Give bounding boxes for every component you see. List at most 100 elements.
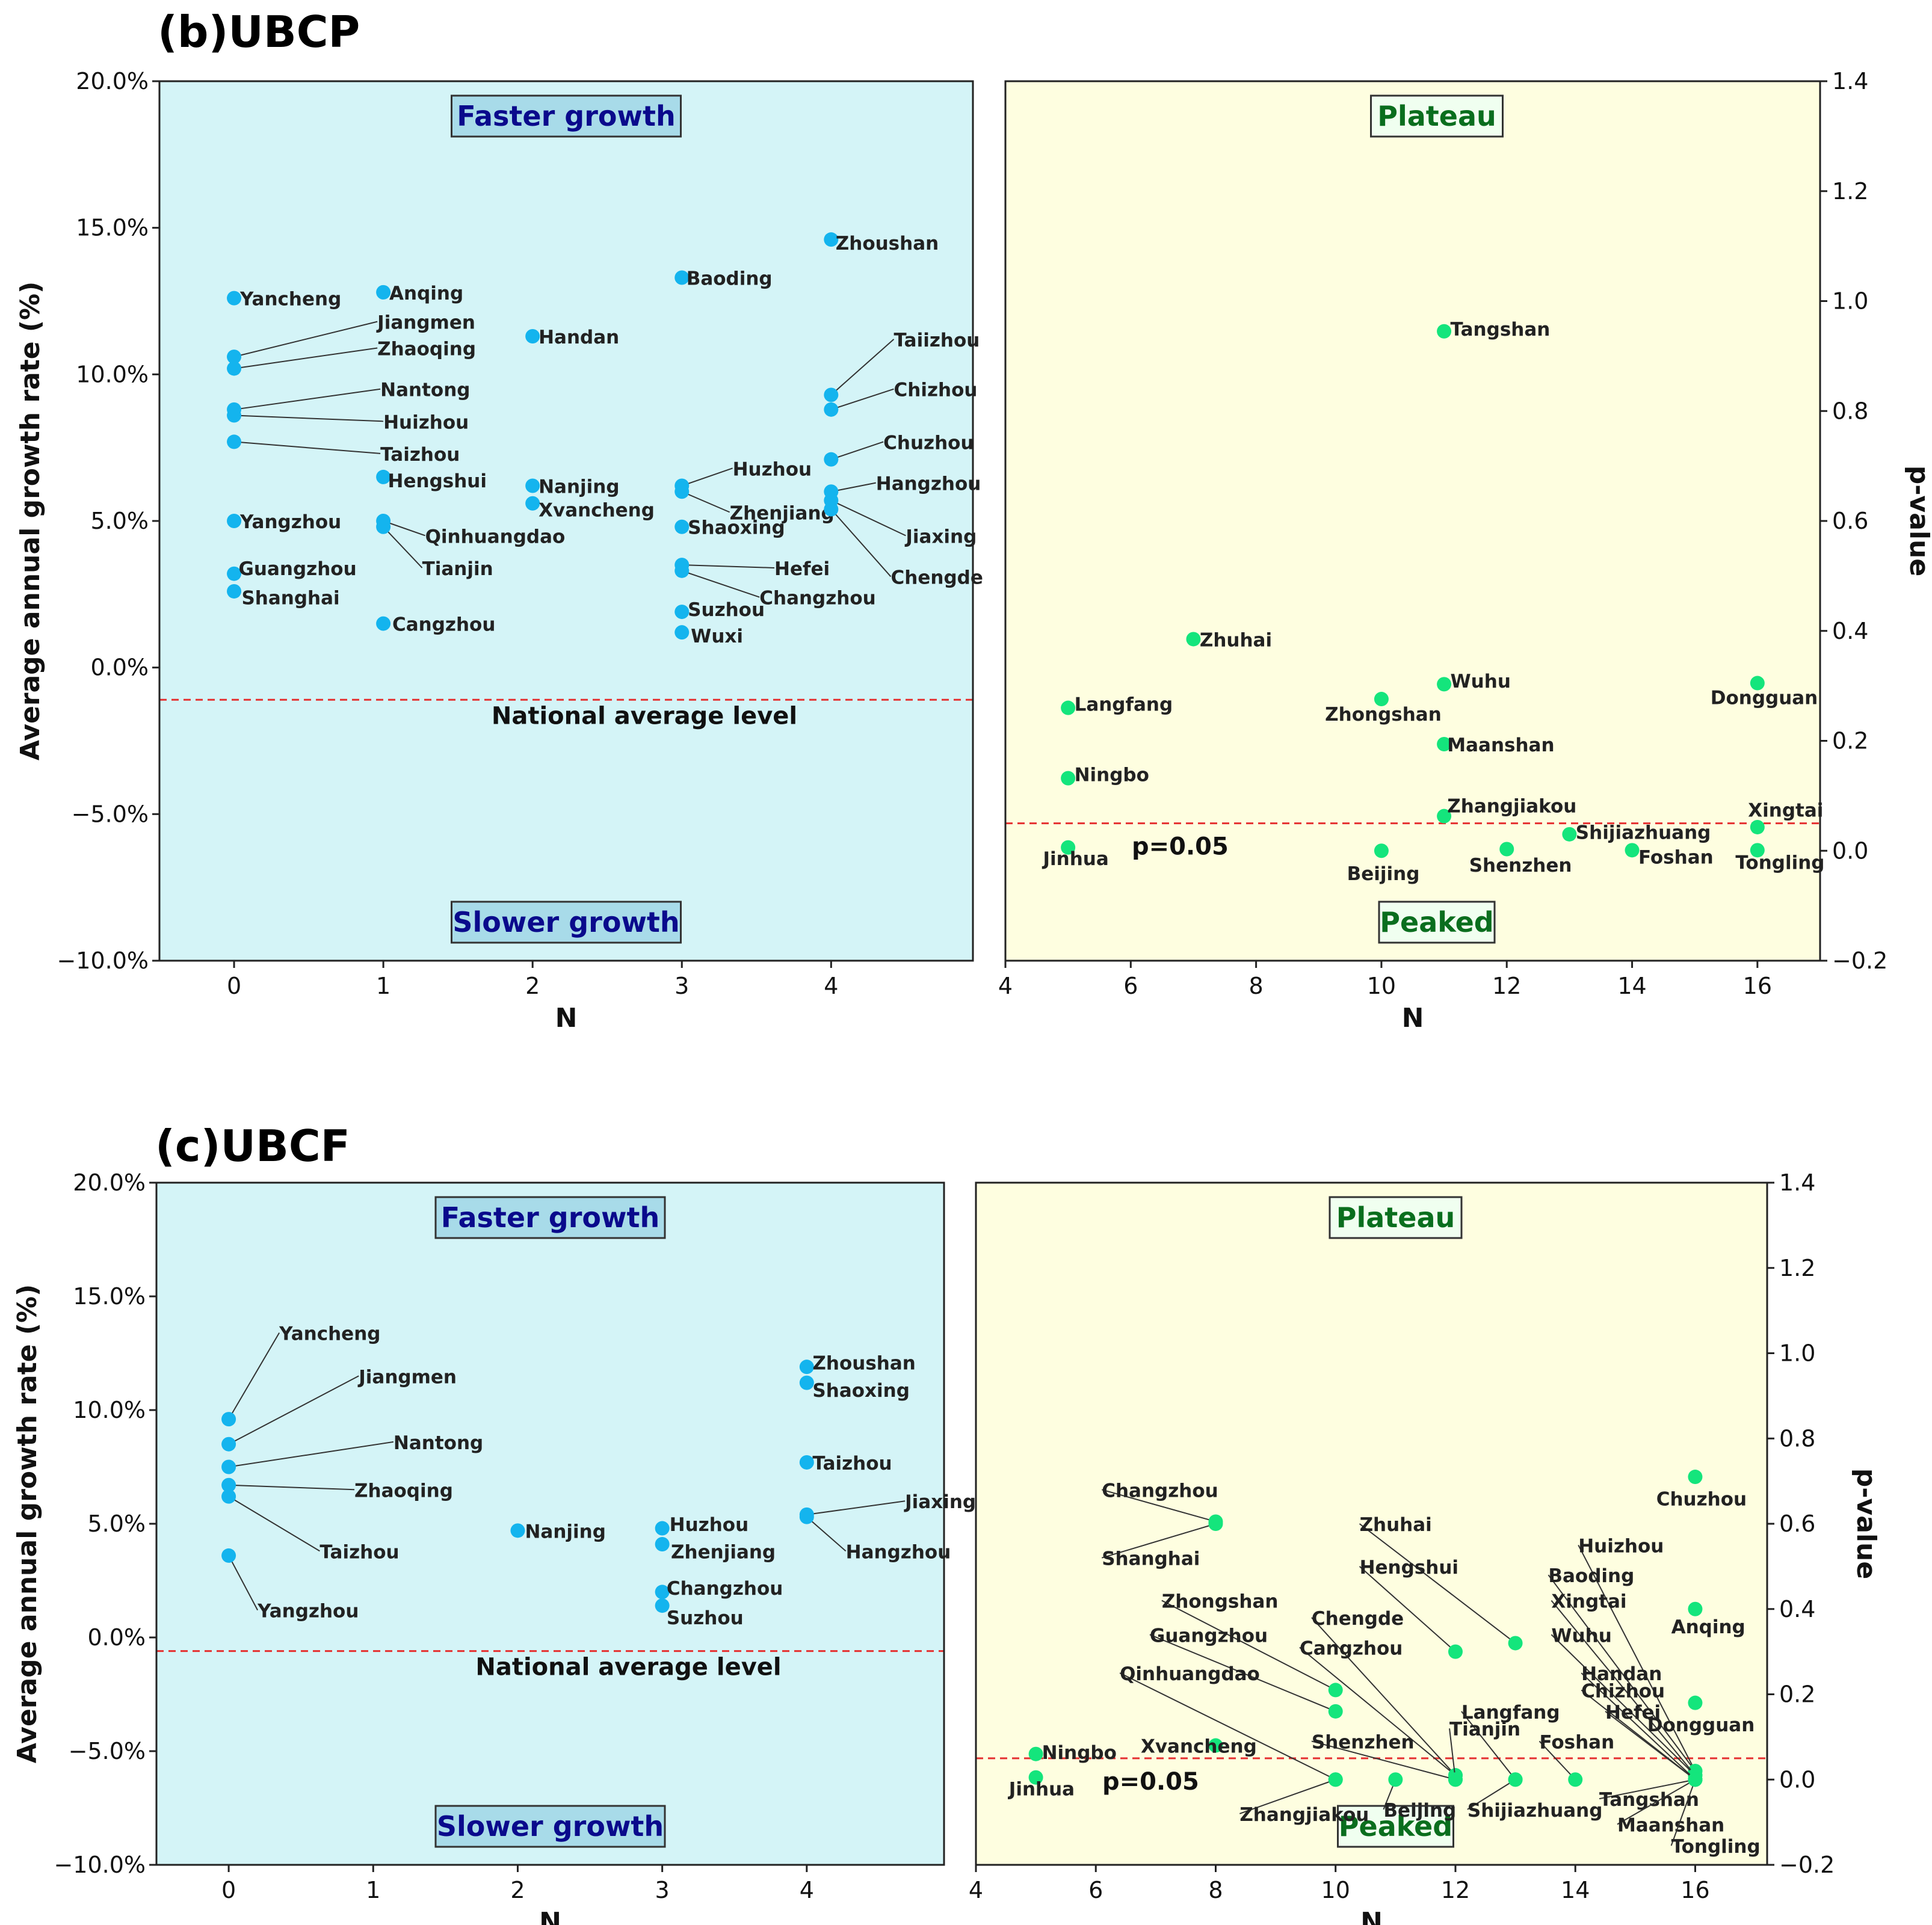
y-tick-label: 0.8	[1832, 398, 1868, 424]
x-tick-label: 4	[800, 1877, 814, 1903]
point-label: Qinhuangdao	[425, 526, 566, 547]
y-axis-label: Average annual growth rate (%)	[12, 1284, 43, 1763]
y-tick-label: −5.0%	[69, 1738, 146, 1764]
data-point-xvancheng	[1208, 1738, 1223, 1753]
y-tick-label: 1.2	[1779, 1255, 1815, 1281]
data-point-zhangjiakou	[1437, 808, 1452, 824]
point-label: Nanjing	[539, 476, 619, 498]
point-label: Handan	[1581, 1663, 1662, 1685]
data-point-cangzhou	[376, 616, 391, 631]
point-label: Xingtai	[1551, 1591, 1626, 1613]
data-point-wuhu	[1437, 677, 1452, 692]
leader-line	[1161, 1600, 1336, 1691]
data-point-zhongshan	[1374, 692, 1389, 707]
data-point-chuzhou	[1688, 1470, 1703, 1485]
point-label: Yangzhou	[239, 511, 341, 533]
point-label: Beijing	[1383, 1800, 1456, 1822]
point-label: Foshan	[1638, 846, 1714, 868]
y-axis-label: p-value	[1904, 466, 1932, 576]
leader-line	[228, 1555, 259, 1611]
x-tick-label: 10	[1367, 973, 1396, 999]
data-point-ningbo	[1061, 771, 1076, 786]
leader-line	[1359, 1523, 1516, 1644]
point-label: Nantong	[393, 1432, 483, 1454]
data-point-anqing	[1688, 1601, 1703, 1616]
y-axis-label: p-value	[1851, 1468, 1881, 1579]
data-point-zhangjiakou	[1328, 1772, 1343, 1787]
leader-line	[1311, 1740, 1456, 1781]
leader-line	[831, 482, 876, 493]
point-label: Taizhou	[812, 1453, 892, 1474]
y-tick-label: 15.0%	[73, 1283, 146, 1310]
data-point-zhongshan	[1328, 1683, 1343, 1698]
point-label: Jiangmen	[376, 312, 475, 334]
data-point-wuxi	[674, 625, 690, 640]
data-point-tangshan	[1437, 324, 1452, 339]
point-label: Tangshan	[1450, 319, 1550, 340]
point-label: Zhangjiakou	[1239, 1804, 1369, 1826]
data-point-shijiazhuang	[1562, 827, 1577, 842]
top-box-box	[1370, 94, 1504, 138]
x-tick-label: 8	[1249, 973, 1264, 999]
point-label: Yancheng	[279, 1323, 380, 1344]
y-tick-label: −5.0%	[72, 801, 149, 827]
data-point-baoding	[674, 270, 690, 285]
y-tick-label: −10.0%	[54, 1852, 146, 1878]
point-label: Langfang	[1461, 1702, 1560, 1723]
point-label: Wuhu	[1450, 671, 1510, 692]
x-tick-label: 4	[824, 973, 838, 999]
leader-line	[1101, 1523, 1216, 1559]
data-point-chengde	[824, 502, 839, 517]
point-label: Changzhou	[1102, 1480, 1218, 1502]
y-tick-label: 0.2	[1779, 1681, 1815, 1708]
plot-background	[1005, 81, 1820, 961]
point-label: Zhaoqing	[377, 338, 476, 360]
x-tick-label: 14	[1561, 1877, 1590, 1903]
data-point-zhuhai	[1186, 632, 1201, 647]
point-label: Tianjin	[1449, 1719, 1520, 1740]
point-label: Langfang	[1075, 694, 1173, 715]
point-label: Yangzhou	[257, 1601, 359, 1622]
point-label: Taizhou	[380, 444, 460, 466]
leader-line	[1461, 1711, 1516, 1780]
data-point-zhuhai	[1508, 1636, 1523, 1651]
leader-line	[1578, 1544, 1696, 1772]
data-point-shenzhen	[1499, 842, 1514, 857]
data-point-langfang	[1061, 700, 1076, 715]
point-label: Tongling	[1671, 1836, 1761, 1858]
point-label: Jiaxing	[904, 1491, 976, 1513]
leader-line	[1539, 1740, 1576, 1780]
y-tick-label: 0.4	[1832, 618, 1868, 644]
leader-line	[830, 339, 895, 396]
point-label: Zhuhai	[1200, 629, 1272, 651]
point-label: Ningbo	[1042, 1742, 1117, 1764]
leader-line	[1119, 1672, 1336, 1781]
leader-line	[229, 1484, 355, 1491]
point-label: Jiaxing	[904, 526, 977, 547]
bottom-box-box	[434, 1805, 666, 1848]
panel-c-right: p=0.05 Plateau Peaked Chuzhou Changzhou Shang…	[969, 1169, 1881, 1925]
bottom-box-label: Peaked	[1380, 906, 1493, 938]
point-label: Hangzhou	[876, 473, 981, 495]
data-point-yancheng	[227, 291, 242, 306]
x-axis-label: N	[539, 1907, 561, 1925]
x-tick-label: 6	[1123, 973, 1138, 999]
point-label: Shanghai	[241, 588, 339, 609]
point-label: Hengshui	[388, 470, 487, 492]
leader-line	[1149, 1634, 1336, 1712]
data-point-yangzhou	[221, 1548, 236, 1563]
reference-label: National average level	[475, 1654, 781, 1681]
point-label: Dongguan	[1647, 1714, 1755, 1736]
x-tick-label: 0	[221, 1877, 236, 1903]
point-label: Zhoushan	[812, 1353, 915, 1375]
point-label: Hefei	[1605, 1702, 1661, 1723]
y-tick-label: 1.0	[1779, 1340, 1815, 1367]
point-label: Chuzhou	[1656, 1488, 1747, 1510]
point-label: Jinhua	[1042, 848, 1108, 870]
leader-line	[1581, 1672, 1696, 1780]
x-tick-label: 1	[366, 1877, 380, 1903]
point-label: Xingtai	[1748, 800, 1823, 822]
point-label: Changzhou	[759, 588, 875, 609]
leader-line	[228, 1495, 320, 1552]
data-point-jinhua	[1028, 1770, 1043, 1785]
